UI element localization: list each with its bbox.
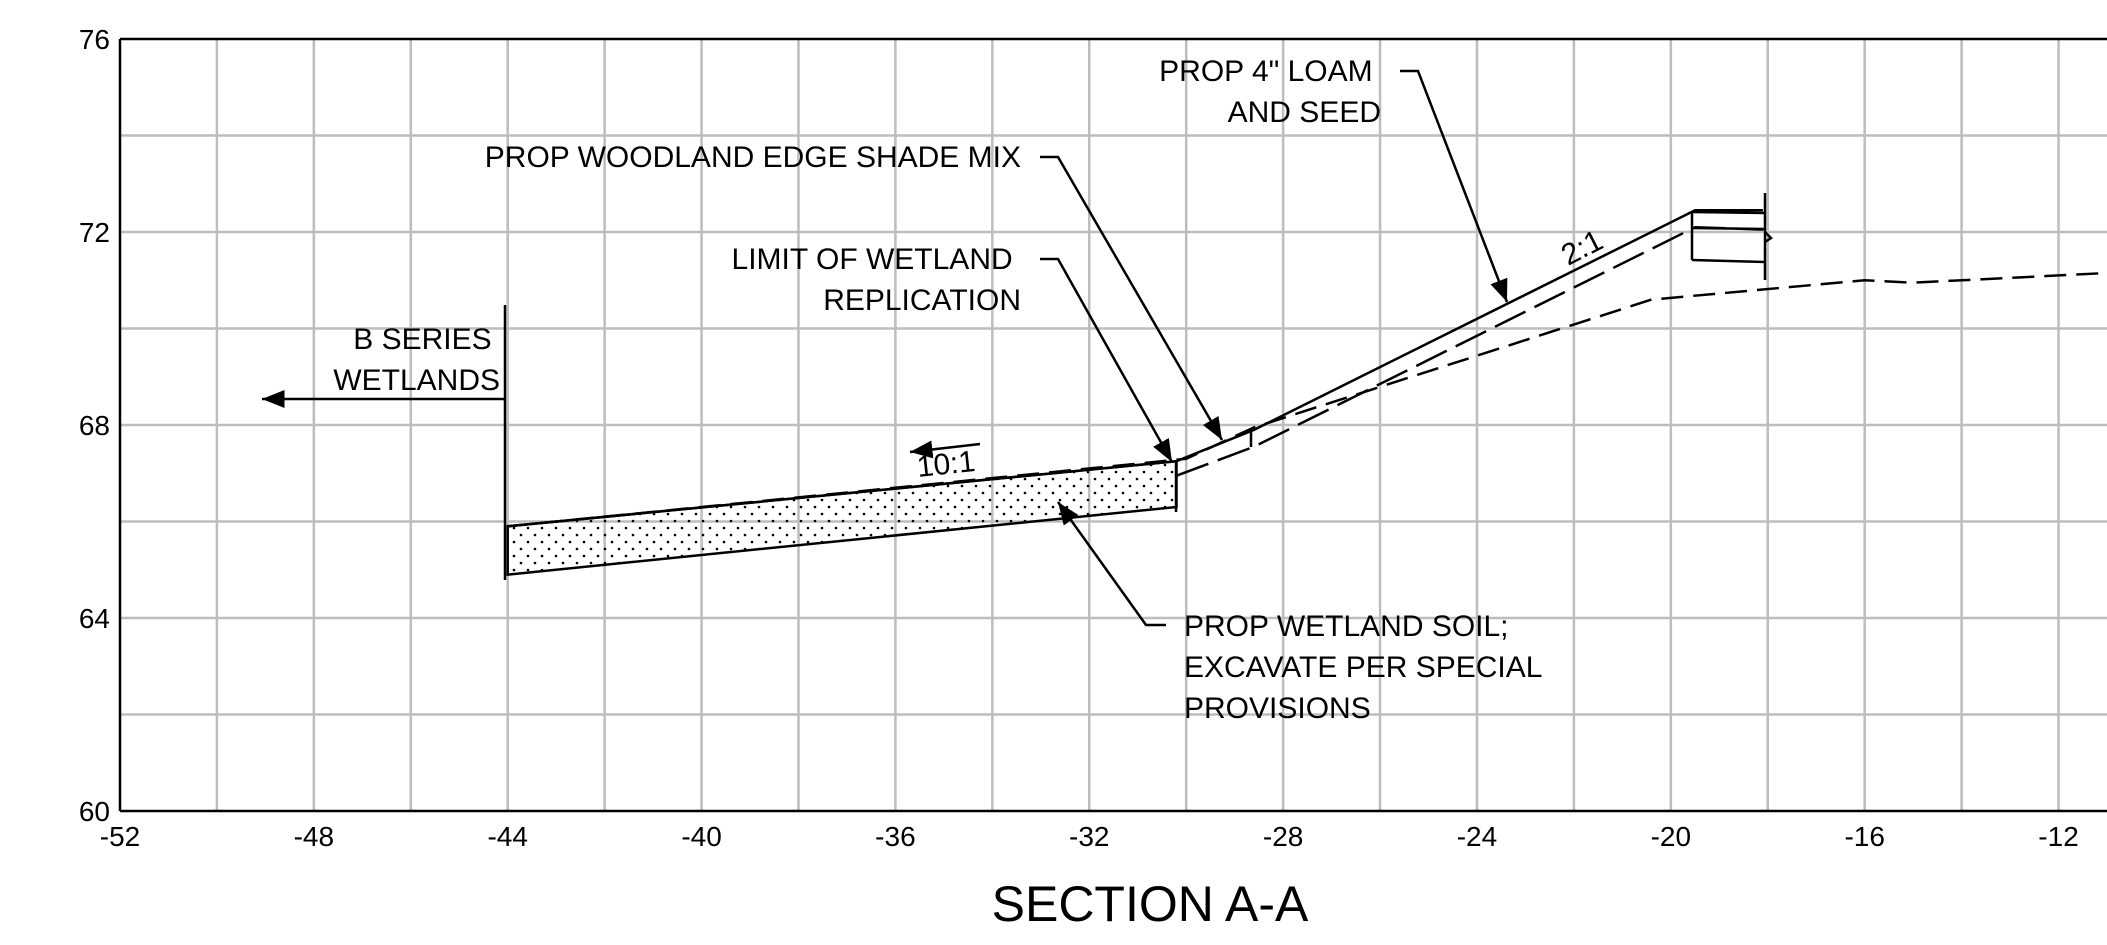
wetland-soil-leader — [1056, 501, 1166, 627]
limit-wetland-label: LIMIT OF WETLAND REPLICATION — [732, 243, 1021, 317]
limit-wetland-leader — [1040, 257, 1174, 463]
wetland-soil-label: PROP WETLAND SOIL; EXCAVATE PER SPECIAL … — [1184, 610, 1550, 725]
proposed-surface-line — [507, 209, 1763, 528]
x-tick-label: -48 — [294, 821, 334, 852]
existing-ground-line — [507, 271, 2107, 528]
x-tick-label: -36 — [875, 821, 915, 852]
x-tick-label: -40 — [681, 821, 721, 852]
y-tick-label: 68 — [79, 410, 110, 441]
x-tick-label: -20 — [1651, 821, 1691, 852]
section-title: SECTION A-A — [992, 876, 1309, 932]
axis-ticks: -52 -48 -44 -40 -36 -32 -28 -24 -20 -16 -12 76 72 68 6… — [79, 24, 2079, 852]
y-tick-label: 72 — [79, 217, 110, 248]
x-tick-label: -12 — [2038, 821, 2078, 852]
grid-lines — [120, 39, 2107, 811]
x-tick-label: -28 — [1263, 821, 1303, 852]
slope-flat-label: 10:1 — [915, 445, 977, 484]
b-series-label: B SERIES WETLANDS — [333, 323, 500, 397]
y-tick-label: 64 — [79, 603, 110, 634]
x-tick-label: -44 — [487, 821, 527, 852]
x-tick-label: -52 — [100, 821, 140, 852]
slope-flat-arrow — [909, 440, 981, 459]
end-detail — [1690, 193, 1773, 280]
proposed-subgrade-line — [1176, 225, 1763, 477]
x-tick-label: -24 — [1457, 821, 1497, 852]
wetland-soil-hatch — [506, 459, 1178, 576]
woodland-mix-label: PROP WOODLAND EDGE SHADE MIX — [485, 141, 1021, 174]
y-tick-label: 76 — [79, 24, 110, 55]
x-tick-label: -16 — [1844, 821, 1884, 852]
woodland-mix-leader — [1040, 155, 1224, 441]
loam-seed-leader — [1400, 69, 1509, 303]
y-tick-label: 60 — [79, 796, 110, 827]
x-tick-label: -32 — [1069, 821, 1109, 852]
loam-seed-label: PROP 4" LOAM AND SEED — [1159, 55, 1381, 129]
